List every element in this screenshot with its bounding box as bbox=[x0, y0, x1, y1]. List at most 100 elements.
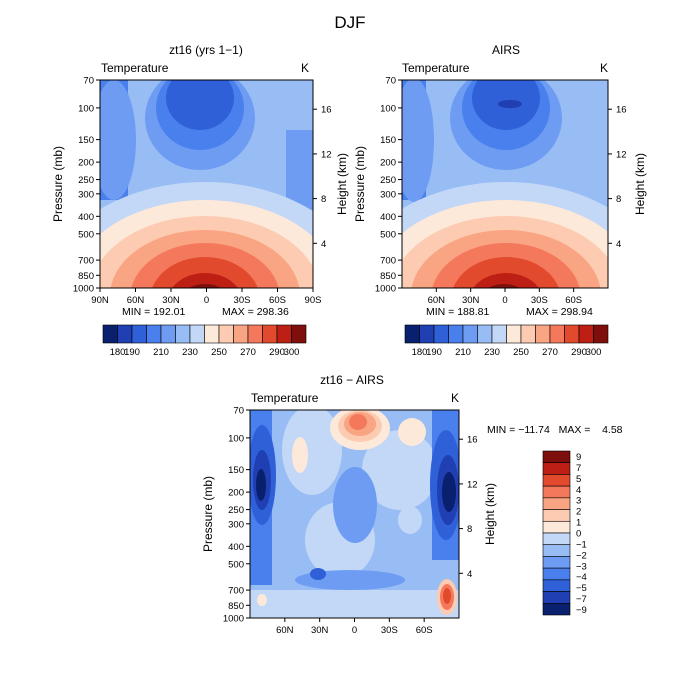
y2-tick-label: 4 bbox=[321, 239, 326, 250]
colorbar-label: 180 bbox=[412, 347, 428, 358]
panel-model-y-ticks: 70 100 150 200 250 300 400 500 700 850 1000 bbox=[73, 76, 100, 295]
y2-tick-label: 12 bbox=[467, 479, 478, 490]
panel-airs-units-label: K bbox=[600, 61, 608, 75]
colorbar-label: 1 bbox=[576, 518, 581, 529]
y-tick-label: 500 bbox=[228, 559, 244, 570]
x-tick-label: 30S bbox=[531, 295, 548, 306]
y2-tick-label: 8 bbox=[321, 194, 326, 205]
y-tick-label: 300 bbox=[228, 519, 244, 530]
panel-airs-variable-label: Temperature bbox=[402, 61, 470, 75]
colorbar-label: 7 bbox=[576, 463, 581, 474]
colorbar-swatch bbox=[542, 556, 571, 569]
y-tick-label: 400 bbox=[380, 212, 396, 223]
colorbar-swatch bbox=[204, 324, 220, 344]
panel-difference-y-ticks: 70 100 150 200 250 300 400 500 700 850 1000 bbox=[223, 406, 250, 625]
x-tick-label: 0 bbox=[204, 295, 209, 306]
panel-model-x-ticks: 90N 60N 30N 0 30S 60S 90S bbox=[91, 288, 321, 306]
colorbar-label: 250 bbox=[513, 347, 529, 358]
y-tick-label: 300 bbox=[380, 189, 396, 200]
panel-difference-y-title: Pressure (mb) bbox=[201, 476, 215, 552]
colorbar-swatch bbox=[578, 324, 594, 344]
colorbar-label: 0 bbox=[576, 529, 581, 540]
panel-airs-title: AIRS bbox=[492, 43, 520, 57]
panel-model-field bbox=[100, 80, 313, 288]
y2-tick-label: 4 bbox=[616, 239, 621, 250]
x-tick-label: 30S bbox=[381, 625, 398, 636]
colorbar-swatch bbox=[542, 567, 571, 581]
colorbar-label: 4 bbox=[576, 485, 581, 496]
panel-difference-title: zt16 − AIRS bbox=[320, 373, 384, 387]
x-tick-label: 60N bbox=[276, 625, 294, 636]
panel-model-y-title: Pressure (mb) bbox=[51, 146, 65, 222]
colorbar-label: 5 bbox=[576, 474, 581, 485]
colorbar-swatch bbox=[549, 324, 565, 344]
y2-tick-label: 8 bbox=[467, 524, 472, 535]
colorbar-label: −5 bbox=[576, 583, 587, 594]
colorbar-label: −1 bbox=[576, 539, 587, 550]
x-tick-label: 60N bbox=[127, 295, 145, 306]
y-tick-label: 1000 bbox=[73, 284, 94, 295]
y-tick-label: 1000 bbox=[223, 614, 244, 625]
colorbar-label: −3 bbox=[576, 561, 587, 572]
x-tick-label: 60S bbox=[269, 295, 286, 306]
y2-tick-label: 12 bbox=[321, 149, 332, 160]
y-tick-label: 1000 bbox=[375, 284, 396, 295]
y2-tick-label: 12 bbox=[616, 149, 627, 160]
colorbar-label: 230 bbox=[484, 347, 500, 358]
colorbar-swatch bbox=[542, 509, 571, 522]
x-tick-label: 0 bbox=[502, 295, 507, 306]
colorbar-label: 230 bbox=[182, 347, 198, 358]
panel-difference-field bbox=[250, 410, 459, 618]
colorbar-swatch bbox=[419, 324, 435, 344]
panel-model-units-label: K bbox=[301, 61, 309, 75]
x-tick-label: 60S bbox=[565, 295, 582, 306]
colorbar-label: −2 bbox=[576, 550, 587, 561]
colorbar-swatch bbox=[535, 324, 551, 344]
colorbar-label: 270 bbox=[240, 347, 256, 358]
y-tick-label: 70 bbox=[385, 76, 396, 87]
x-tick-label: 30S bbox=[234, 295, 251, 306]
x-tick-label: 30N bbox=[462, 295, 480, 306]
panel-model-variable-label: Temperature bbox=[101, 61, 169, 75]
colorbar-label: −9 bbox=[576, 605, 587, 616]
y-tick-label: 200 bbox=[228, 488, 244, 499]
colorbar-swatch bbox=[462, 324, 478, 344]
x-tick-label: 60S bbox=[416, 625, 433, 636]
colorbar-swatch bbox=[218, 324, 234, 344]
colorbar-swatch bbox=[233, 324, 249, 344]
colorbar-swatch bbox=[131, 324, 147, 344]
panel-difference-y2-ticks: 16 12 8 4 bbox=[459, 435, 478, 580]
colorbar-swatch bbox=[542, 485, 571, 499]
y-tick-label: 400 bbox=[228, 542, 244, 553]
colorbar-swatch bbox=[542, 579, 571, 592]
colorbar-swatch bbox=[542, 544, 571, 557]
y-tick-label: 850 bbox=[380, 271, 396, 282]
x-tick-label: 30N bbox=[162, 295, 180, 306]
colorbar-swatch bbox=[542, 450, 571, 464]
colorbar-label: 290 bbox=[269, 347, 285, 358]
x-tick-label: 30N bbox=[311, 625, 329, 636]
y-tick-label: 150 bbox=[78, 135, 94, 146]
y2-tick-label: 16 bbox=[321, 105, 332, 116]
panel-airs-field bbox=[402, 80, 608, 288]
panel-airs-y-ticks: 70 100 150 200 250 300 400 500 700 850 1000 bbox=[375, 76, 402, 295]
panel-difference-x-ticks: 60N 30N 0 30S 60S bbox=[276, 618, 433, 636]
colorbar-swatch bbox=[276, 324, 292, 344]
colorbar-swatch bbox=[542, 532, 571, 546]
panel-airs-y2-ticks: 16 12 8 4 bbox=[608, 105, 627, 250]
y-tick-label: 850 bbox=[228, 601, 244, 612]
colorbar-label: 190 bbox=[426, 347, 442, 358]
panel-difference-minmax: MIN = −11.74 MAX = 4.58 bbox=[487, 424, 623, 436]
x-tick-label: 90S bbox=[305, 295, 322, 306]
x-tick-label: 90N bbox=[91, 295, 109, 306]
y2-tick-label: 16 bbox=[616, 105, 627, 116]
colorbar-label: −7 bbox=[576, 594, 587, 605]
colorbar-label: 210 bbox=[153, 347, 169, 358]
panel-difference-units-label: K bbox=[451, 391, 459, 405]
colorbar-swatch bbox=[542, 591, 571, 604]
y-tick-label: 700 bbox=[380, 256, 396, 267]
colorbar-label: 300 bbox=[586, 347, 602, 358]
